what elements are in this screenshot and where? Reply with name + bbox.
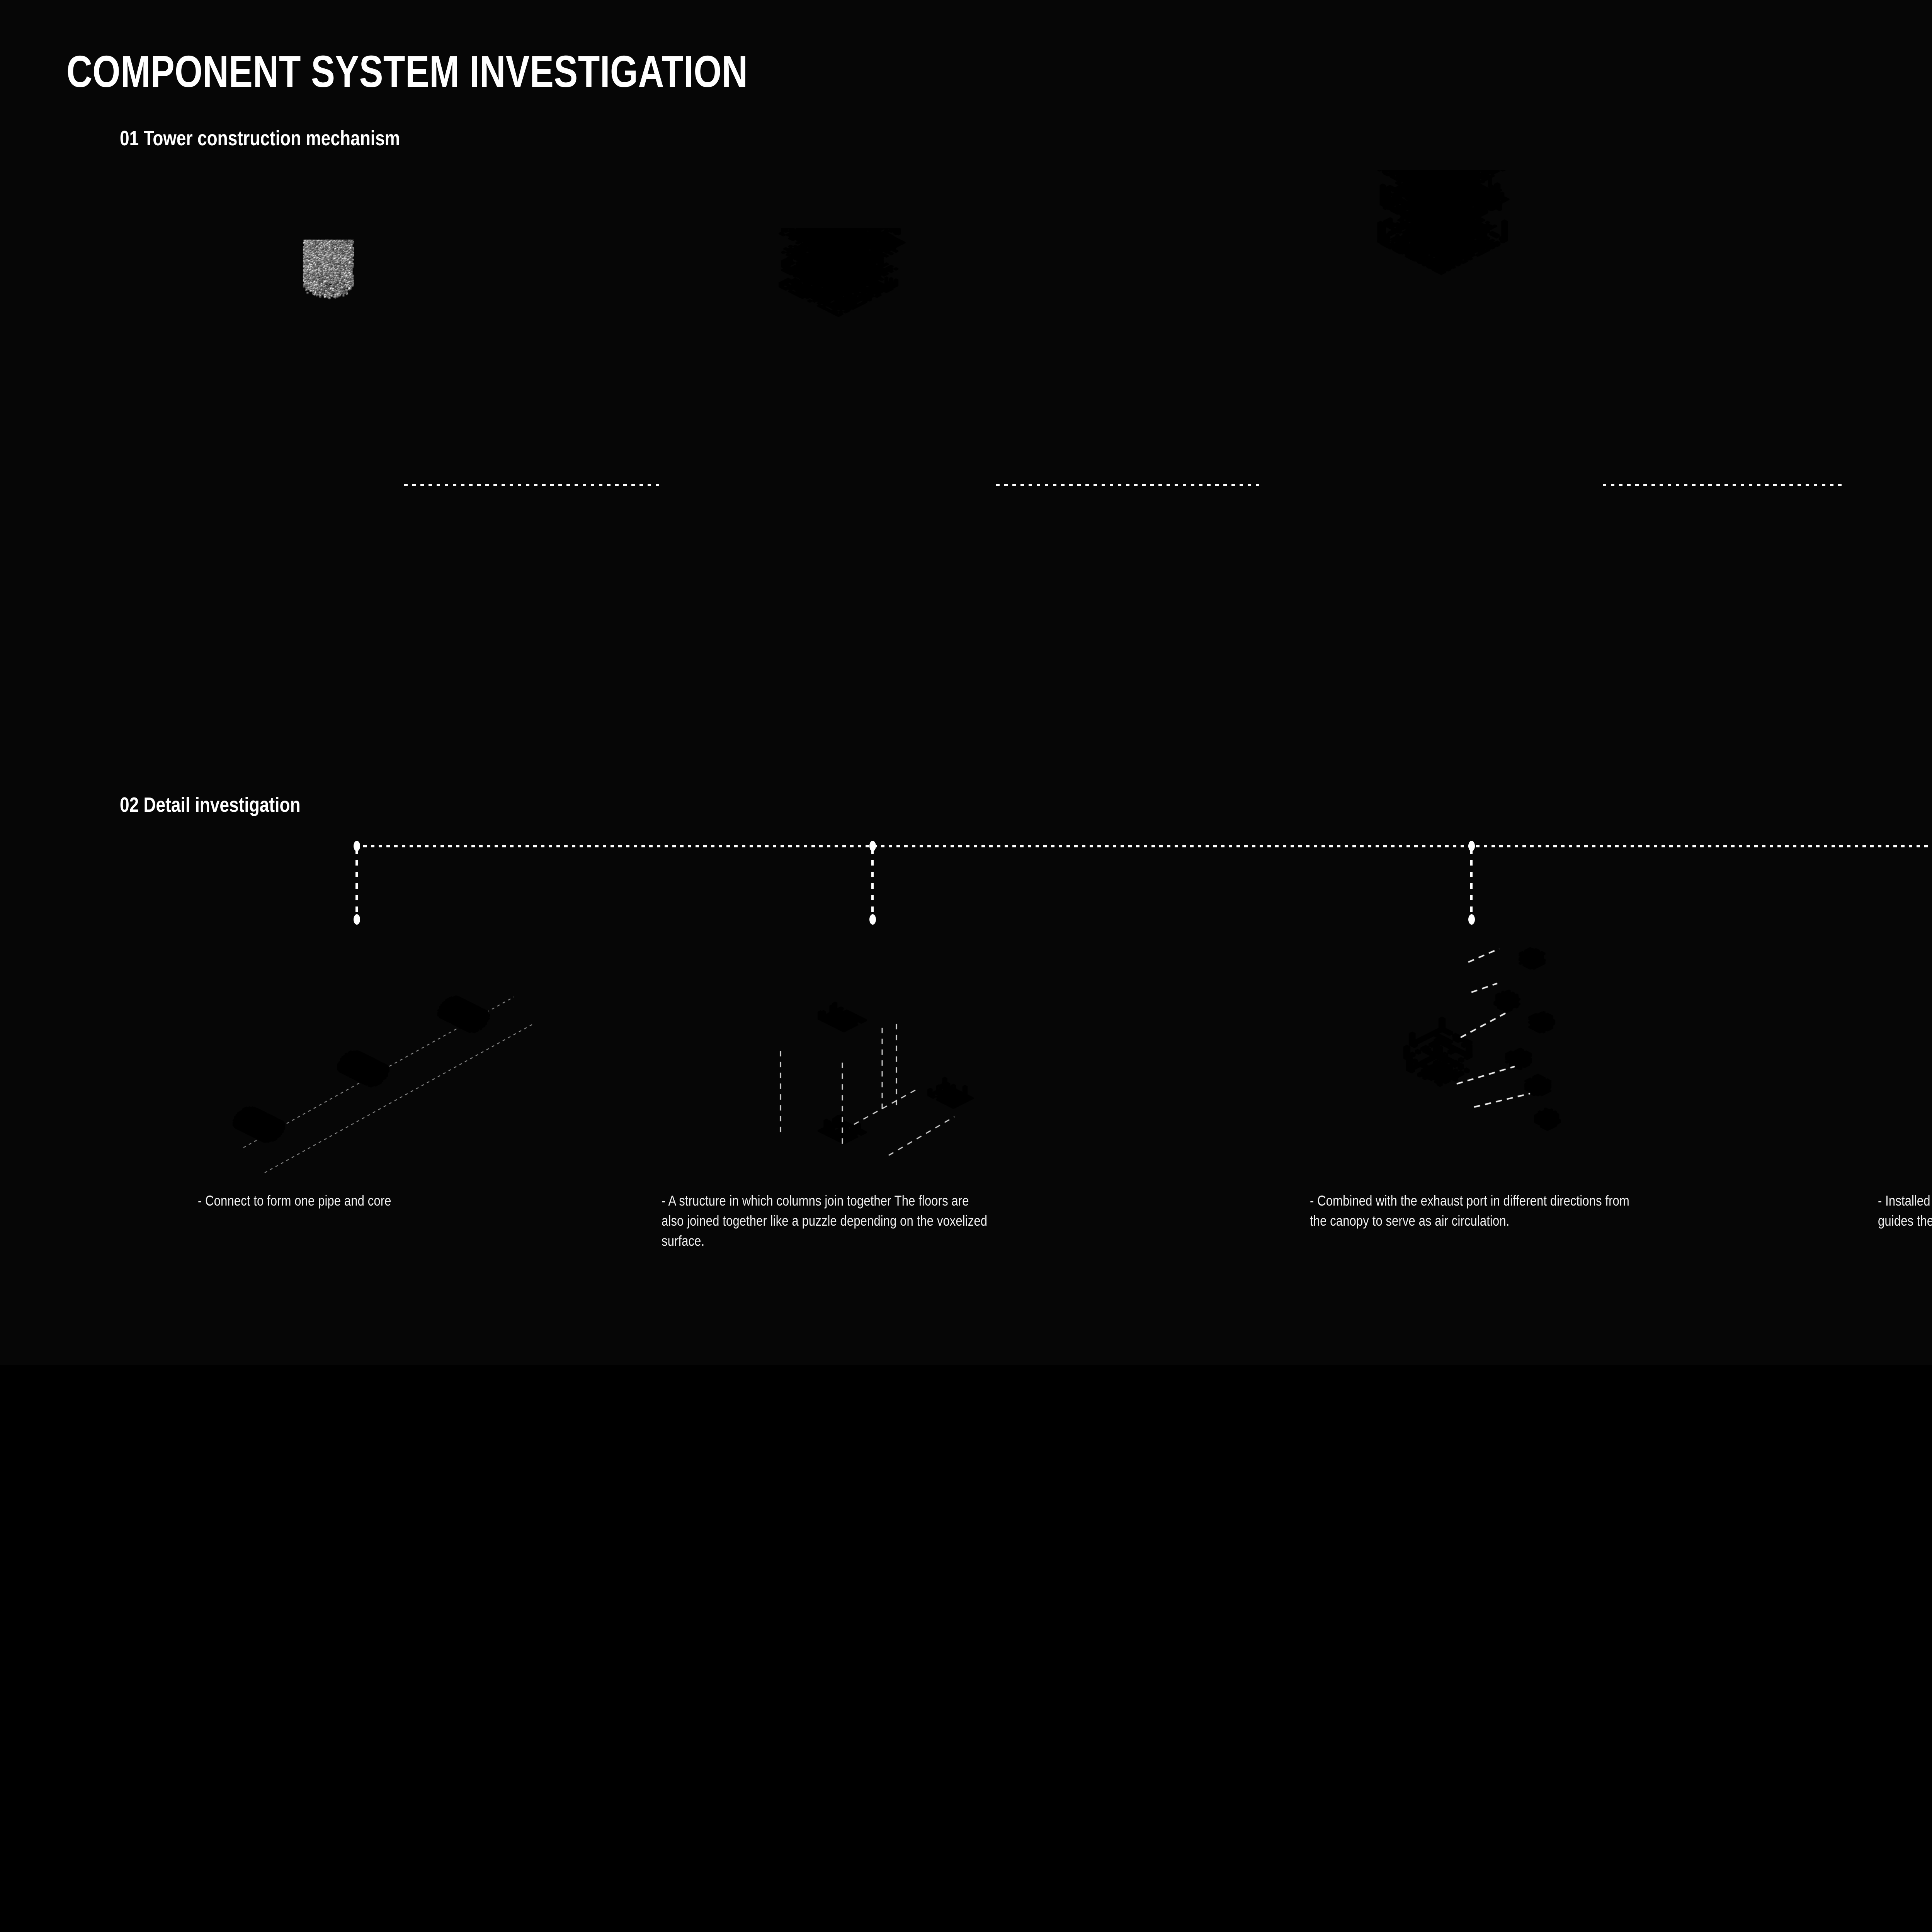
caption-4-line-2: guides the movement. [1878, 1213, 1932, 1229]
bracket-node-bottom-2 [869, 914, 876, 925]
bracket-drop-2 [871, 849, 874, 918]
bracket-node-bottom-1 [354, 914, 360, 925]
page-title: COMPONENT SYSTEM INVESTIGATION [66, 46, 748, 97]
detail-model-exhaust-port [1337, 889, 1584, 1175]
caption-4-line-1: - Installed between the column and the c… [1878, 1193, 1932, 1209]
bracket-node-top-3 [1468, 841, 1475, 851]
detail-caption-1: - Connect to form one pipe and core [198, 1191, 587, 1211]
caption-3-line-1: - Combined with the exhaust port in diff… [1310, 1193, 1629, 1209]
section-01-heading: 01 Tower construction mechanism [120, 127, 400, 150]
detail-caption-3: - Combined with the exhaust port in diff… [1310, 1191, 1732, 1231]
tower-connector-1 [404, 484, 663, 486]
tower-stage-4 [1832, 170, 1932, 742]
detail-caption-4: - Installed between the column and the c… [1878, 1191, 1932, 1231]
bracket-drop-1 [355, 849, 358, 918]
caption-3-line-2: the canopy to serve as air circulation. [1310, 1213, 1510, 1229]
detail-model-column-guide [1886, 904, 1932, 1171]
detail-model-column-floor-joint [726, 931, 1012, 1179]
section-02-heading: 02 Detail investigation [120, 793, 301, 816]
tower-stage-2 [653, 228, 1047, 746]
caption-1-line-1: - Connect to form one pipe and core [198, 1193, 391, 1209]
caption-2-line-1: - A structure in which columns join toge… [662, 1193, 969, 1209]
tower-stage-3 [1252, 170, 1654, 742]
detail-bracket-spine [355, 845, 1932, 847]
footer: Y O N S E I U N I V E R S I T Y [0, 1272, 1932, 1365]
tower-stage-1 [243, 240, 413, 765]
presentation-board: COMPONENT SYSTEM INVESTIGATION 01 Tower … [0, 46, 1932, 1365]
detail-model-pipe-and-core [193, 931, 556, 1182]
detail-caption-2: - A structure in which columns join toge… [662, 1191, 1083, 1251]
bracket-node-top-1 [354, 841, 360, 851]
caption-2-line-3: surface. [662, 1233, 705, 1249]
caption-2-line-2: also joined together like a puzzle depen… [662, 1213, 988, 1229]
tower-connector-2 [996, 484, 1263, 486]
tower-connector-3 [1603, 484, 1842, 486]
bracket-drop-3 [1470, 849, 1473, 918]
bracket-node-top-2 [869, 841, 876, 851]
